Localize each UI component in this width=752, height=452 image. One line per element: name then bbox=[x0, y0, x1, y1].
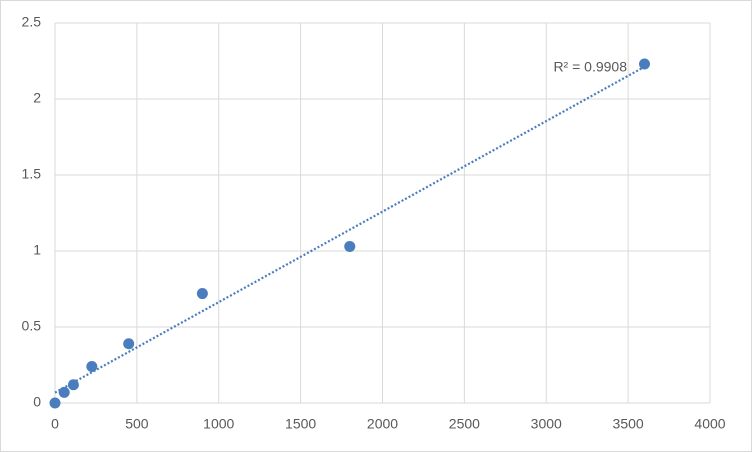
point bbox=[67, 379, 79, 391]
point bbox=[86, 361, 98, 373]
x-tick-label: 4000 bbox=[694, 416, 725, 432]
x-tick-label: 3000 bbox=[531, 416, 562, 432]
y-tick-label: 0 bbox=[33, 394, 41, 410]
point bbox=[196, 288, 208, 300]
point bbox=[639, 58, 650, 70]
y-tick-label: 2 bbox=[33, 90, 41, 106]
point bbox=[123, 338, 135, 350]
x-tick-label: 1500 bbox=[285, 416, 316, 432]
annotation: R² = 0.9908 bbox=[553, 59, 627, 75]
x-tick-label: 500 bbox=[125, 416, 149, 432]
x-tick-label: 2000 bbox=[367, 416, 398, 432]
y-tick-label: 2.5 bbox=[22, 14, 42, 30]
point bbox=[344, 240, 356, 252]
x-tick-label: 3500 bbox=[613, 416, 644, 432]
y-tick-label: 0.5 bbox=[22, 318, 42, 334]
point bbox=[49, 397, 61, 409]
x-tick-label: 0 bbox=[51, 416, 59, 432]
x-tick-label: 2500 bbox=[449, 416, 480, 432]
x-tick-label: 1000 bbox=[203, 416, 234, 432]
y-tick-label: 1 bbox=[33, 242, 41, 258]
y-tick-label: 1.5 bbox=[22, 166, 42, 182]
trendline bbox=[54, 65, 646, 394]
point bbox=[58, 386, 70, 398]
